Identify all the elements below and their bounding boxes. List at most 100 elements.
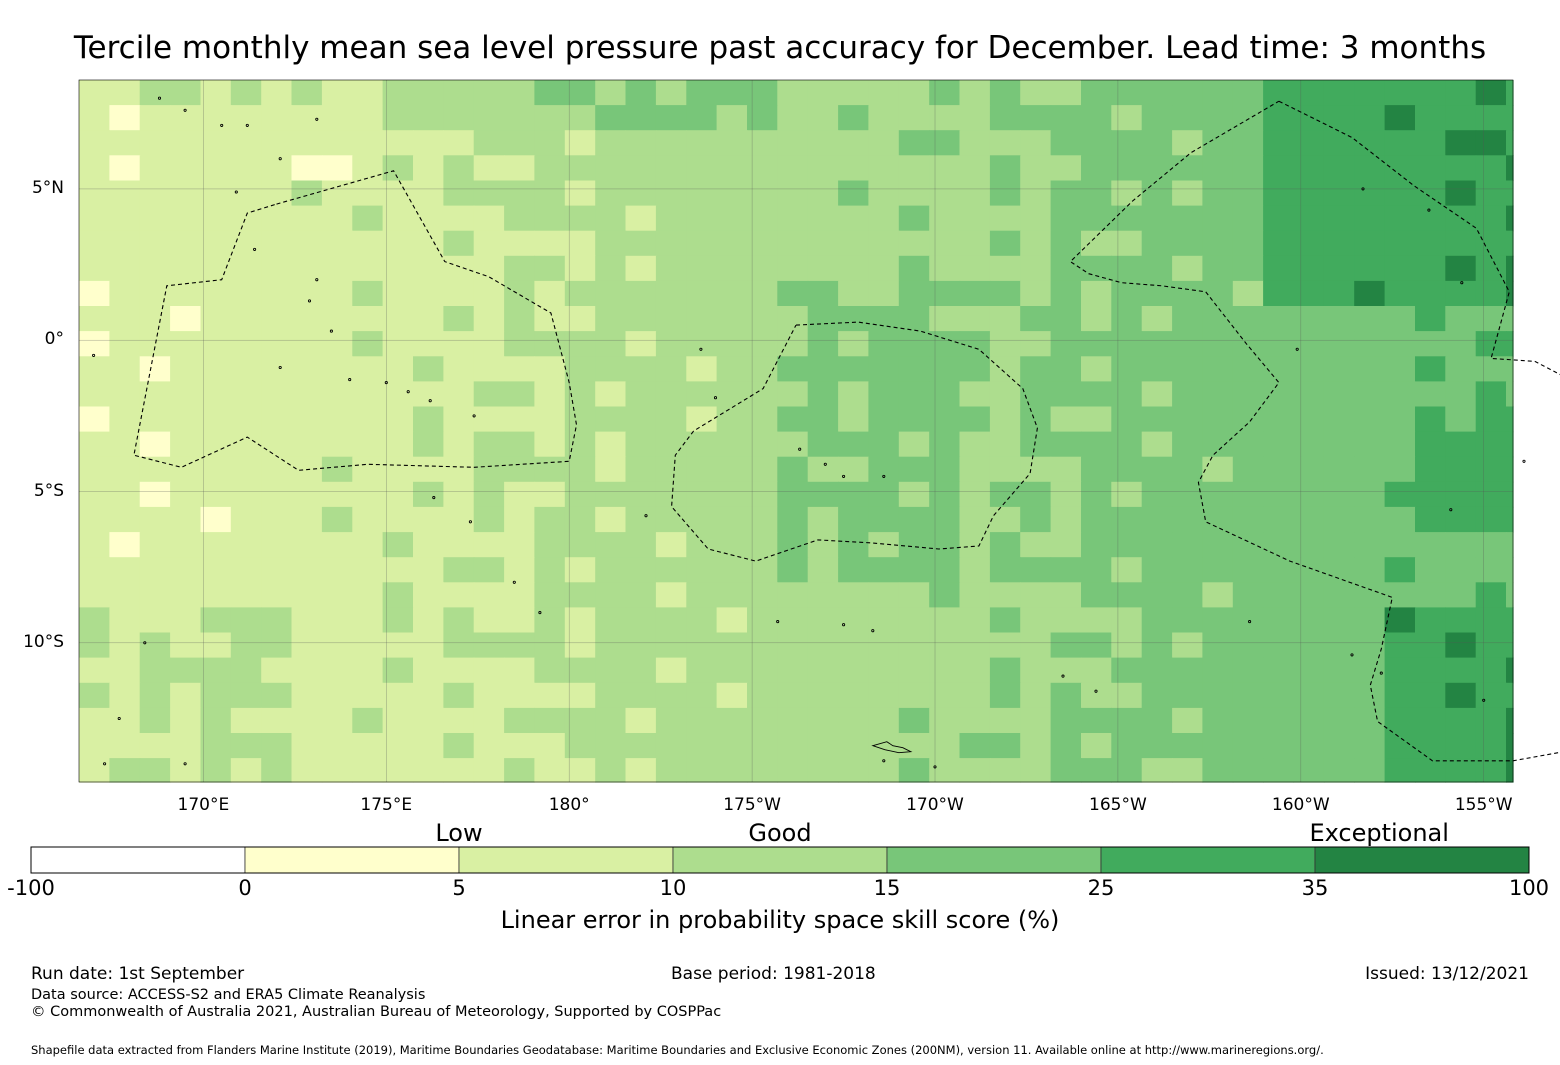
skill-cell bbox=[686, 331, 718, 357]
skill-cell bbox=[1263, 205, 1295, 232]
skill-cell bbox=[1172, 331, 1204, 357]
lon-tick-label: 175°E bbox=[360, 795, 413, 815]
skill-cell bbox=[230, 80, 262, 106]
skill-cell bbox=[747, 381, 778, 408]
skill-cell bbox=[534, 356, 566, 382]
skill-cell bbox=[1293, 130, 1325, 156]
skill-cell bbox=[443, 707, 475, 734]
skill-cell bbox=[625, 356, 657, 382]
skill-cell bbox=[109, 130, 141, 156]
skill-cell bbox=[564, 682, 596, 709]
skill-cell bbox=[230, 230, 262, 257]
skill-cell bbox=[777, 456, 809, 483]
skill-cell bbox=[595, 381, 627, 408]
skill-cell bbox=[200, 557, 232, 583]
skill-cell bbox=[929, 431, 961, 458]
skill-cell bbox=[382, 406, 414, 433]
skill-cell bbox=[838, 733, 870, 759]
skill-cell bbox=[109, 733, 141, 759]
skill-cell bbox=[564, 481, 596, 508]
skill-cell bbox=[382, 557, 414, 583]
skill-cell bbox=[1475, 657, 1507, 684]
skill-cell bbox=[1445, 205, 1477, 232]
skill-cell bbox=[504, 557, 536, 583]
skill-cell bbox=[1323, 632, 1355, 659]
skill-cell bbox=[1232, 230, 1264, 257]
skill-cell bbox=[1020, 105, 1052, 131]
skill-cell bbox=[109, 280, 141, 307]
skill-cell bbox=[1050, 481, 1082, 508]
skill-cell bbox=[1506, 255, 1514, 282]
skill-cell bbox=[352, 532, 384, 558]
skill-cell bbox=[1263, 155, 1295, 181]
skill-cell bbox=[473, 607, 505, 634]
skill-cell bbox=[200, 105, 232, 131]
skill-cell bbox=[534, 607, 566, 634]
skill-cell bbox=[1384, 105, 1416, 131]
skill-cell bbox=[109, 205, 141, 232]
skill-cell bbox=[898, 130, 930, 156]
skill-cell bbox=[321, 758, 353, 783]
skill-cell bbox=[200, 431, 232, 458]
skill-cell bbox=[1445, 180, 1477, 207]
skill-cell bbox=[929, 280, 961, 307]
skill-cell bbox=[655, 130, 687, 156]
skill-cell bbox=[291, 80, 323, 106]
skill-cell bbox=[625, 130, 657, 156]
skill-cell bbox=[352, 180, 384, 207]
skill-cell bbox=[504, 80, 536, 106]
skill-cell bbox=[1475, 155, 1507, 181]
skill-cell bbox=[473, 331, 505, 357]
skill-cell bbox=[1415, 105, 1446, 131]
skill-cell bbox=[686, 230, 718, 257]
skill-cell bbox=[716, 381, 748, 408]
skill-cell bbox=[1202, 381, 1234, 408]
skill-cell bbox=[504, 481, 536, 508]
skill-cell bbox=[868, 557, 900, 583]
skill-cell bbox=[1141, 582, 1173, 608]
skill-cell bbox=[1475, 406, 1507, 433]
skill-cell bbox=[170, 557, 202, 583]
skill-cell bbox=[564, 733, 596, 759]
skill-cell bbox=[1081, 155, 1112, 181]
island-outline bbox=[1522, 459, 1526, 463]
skill-cell bbox=[1415, 331, 1446, 357]
skill-cell bbox=[1323, 381, 1355, 408]
skill-cell bbox=[1506, 180, 1514, 207]
skill-cell bbox=[230, 255, 262, 282]
skill-cell bbox=[1445, 707, 1477, 734]
skill-cell bbox=[413, 506, 444, 533]
skill-cell bbox=[170, 155, 202, 181]
skill-cell bbox=[79, 205, 110, 232]
island-outline bbox=[1094, 689, 1098, 693]
skill-cell bbox=[504, 381, 536, 408]
skill-cell bbox=[807, 632, 839, 659]
island-outline bbox=[253, 247, 257, 251]
skill-cell bbox=[929, 105, 961, 131]
skill-cell bbox=[139, 532, 171, 558]
skill-cell bbox=[989, 582, 1021, 608]
skill-cell bbox=[777, 758, 809, 783]
skill-cell bbox=[1415, 431, 1446, 458]
skill-cell bbox=[838, 682, 870, 709]
lon-tick-label: 180° bbox=[548, 795, 590, 815]
skill-cell bbox=[1384, 431, 1416, 458]
skill-cell bbox=[868, 331, 900, 357]
skill-cell bbox=[959, 381, 991, 408]
skill-cell bbox=[655, 80, 687, 106]
skill-cell bbox=[1323, 557, 1355, 583]
skill-cell bbox=[413, 280, 444, 307]
skill-cell bbox=[989, 707, 1021, 734]
skill-cell bbox=[534, 733, 566, 759]
skill-cell bbox=[716, 406, 748, 433]
colorbar-tick-label: 5 bbox=[452, 876, 466, 900]
skill-cell bbox=[413, 105, 444, 131]
colorbar-frame bbox=[30, 846, 1530, 874]
skill-cell bbox=[1232, 431, 1264, 458]
skill-cell bbox=[898, 406, 930, 433]
skill-cell bbox=[1263, 632, 1295, 659]
skill-cell bbox=[625, 557, 657, 583]
skill-cell bbox=[989, 105, 1021, 131]
skill-cell bbox=[1263, 657, 1295, 684]
skill-cell bbox=[1020, 682, 1052, 709]
